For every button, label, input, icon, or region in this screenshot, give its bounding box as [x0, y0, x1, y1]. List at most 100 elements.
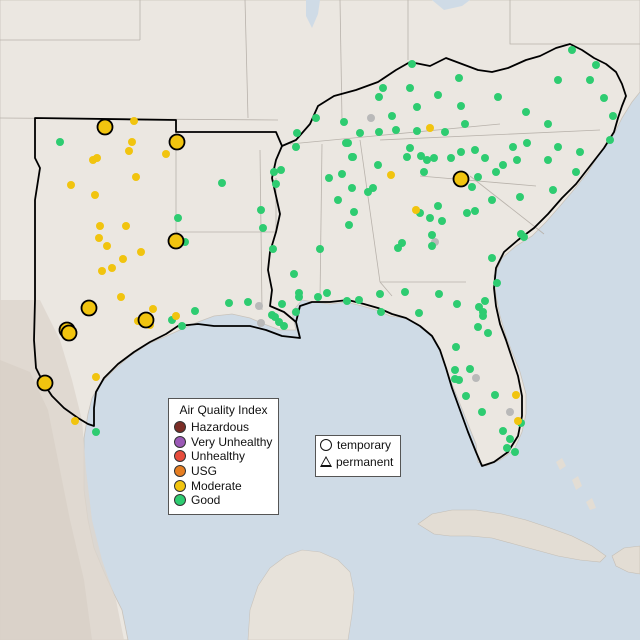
moderate-site-marker[interactable] — [387, 171, 395, 179]
good-site-marker[interactable] — [463, 209, 471, 217]
good-site-marker[interactable] — [406, 144, 414, 152]
good-site-marker[interactable] — [455, 74, 463, 82]
good-site-marker[interactable] — [271, 313, 279, 321]
good-site-marker[interactable] — [375, 128, 383, 136]
good-site-marker[interactable] — [554, 143, 562, 151]
good-site-marker[interactable] — [218, 179, 226, 187]
good-site-marker[interactable] — [488, 196, 496, 204]
good-site-marker[interactable] — [278, 300, 286, 308]
good-site-marker[interactable] — [398, 239, 406, 247]
good-site-marker[interactable] — [293, 129, 301, 137]
no-data-site-marker[interactable] — [367, 114, 375, 122]
moderate-site-marker[interactable] — [117, 293, 125, 301]
moderate-site-marker[interactable] — [512, 391, 520, 399]
good-site-marker[interactable] — [576, 148, 584, 156]
good-site-marker[interactable] — [388, 112, 396, 120]
good-site-marker[interactable] — [478, 408, 486, 416]
moderate-site-marker[interactable] — [108, 264, 116, 272]
moderate-site-marker[interactable] — [514, 417, 522, 425]
good-site-marker[interactable] — [522, 108, 530, 116]
good-site-marker[interactable] — [468, 183, 476, 191]
good-site-marker[interactable] — [592, 61, 600, 69]
moderate-site-marker[interactable] — [103, 242, 111, 250]
good-site-marker[interactable] — [511, 448, 519, 456]
good-site-marker[interactable] — [257, 206, 265, 214]
good-site-marker[interactable] — [191, 307, 199, 315]
good-site-marker[interactable] — [379, 84, 387, 92]
good-site-marker[interactable] — [348, 184, 356, 192]
good-site-marker[interactable] — [356, 129, 364, 137]
good-site-marker[interactable] — [259, 224, 267, 232]
good-site-marker[interactable] — [523, 139, 531, 147]
no-data-site-marker[interactable] — [255, 302, 263, 310]
good-site-marker[interactable] — [568, 46, 576, 54]
good-site-marker[interactable] — [438, 217, 446, 225]
good-site-marker[interactable] — [428, 231, 436, 239]
good-site-marker[interactable] — [244, 298, 252, 306]
moderate-site-marker[interactable] — [67, 181, 75, 189]
good-site-marker[interactable] — [270, 168, 278, 176]
good-site-marker[interactable] — [392, 126, 400, 134]
good-site-marker[interactable] — [457, 148, 465, 156]
good-site-marker[interactable] — [374, 161, 382, 169]
good-site-marker[interactable] — [484, 329, 492, 337]
good-site-marker[interactable] — [516, 193, 524, 201]
good-site-marker[interactable] — [364, 188, 372, 196]
good-site-marker[interactable] — [479, 312, 487, 320]
good-site-marker[interactable] — [494, 93, 502, 101]
good-site-marker[interactable] — [609, 112, 617, 120]
good-site-marker[interactable] — [92, 428, 100, 436]
good-site-marker[interactable] — [447, 154, 455, 162]
moderate-site-marker[interactable] — [172, 312, 180, 320]
good-site-marker[interactable] — [272, 180, 280, 188]
moderate-site-marker[interactable] — [412, 206, 420, 214]
good-site-marker[interactable] — [488, 254, 496, 262]
no-data-site-marker[interactable] — [257, 319, 265, 327]
good-site-marker[interactable] — [403, 153, 411, 161]
moderate-site-marker[interactable] — [119, 255, 127, 263]
good-site-marker[interactable] — [314, 293, 322, 301]
good-site-marker[interactable] — [426, 214, 434, 222]
good-site-marker[interactable] — [413, 127, 421, 135]
good-site-marker[interactable] — [572, 168, 580, 176]
good-site-marker[interactable] — [430, 154, 438, 162]
good-site-marker[interactable] — [225, 299, 233, 307]
good-site-marker[interactable] — [493, 279, 501, 287]
good-site-marker[interactable] — [461, 120, 469, 128]
good-site-marker[interactable] — [544, 156, 552, 164]
good-site-marker[interactable] — [401, 288, 409, 296]
good-site-marker[interactable] — [466, 365, 474, 373]
good-site-marker[interactable] — [325, 174, 333, 182]
good-site-marker[interactable] — [316, 245, 324, 253]
good-site-marker[interactable] — [471, 207, 479, 215]
good-site-marker[interactable] — [355, 296, 363, 304]
good-site-marker[interactable] — [549, 186, 557, 194]
good-site-marker[interactable] — [415, 309, 423, 317]
moderate-temporary-site-marker[interactable] — [80, 299, 98, 317]
moderate-temporary-site-marker[interactable] — [96, 118, 114, 136]
moderate-site-marker[interactable] — [132, 173, 140, 181]
moderate-site-marker[interactable] — [93, 154, 101, 162]
good-site-marker[interactable] — [292, 308, 300, 316]
moderate-site-marker[interactable] — [92, 373, 100, 381]
good-site-marker[interactable] — [544, 120, 552, 128]
moderate-site-marker[interactable] — [137, 248, 145, 256]
good-site-marker[interactable] — [178, 322, 186, 330]
good-site-marker[interactable] — [312, 114, 320, 122]
good-site-marker[interactable] — [503, 444, 511, 452]
good-site-marker[interactable] — [340, 118, 348, 126]
good-site-marker[interactable] — [420, 168, 428, 176]
moderate-temporary-site-marker[interactable] — [452, 170, 470, 188]
good-site-marker[interactable] — [606, 136, 614, 144]
good-site-marker[interactable] — [280, 322, 288, 330]
good-site-marker[interactable] — [453, 300, 461, 308]
good-site-marker[interactable] — [269, 245, 277, 253]
good-site-marker[interactable] — [334, 196, 342, 204]
good-site-marker[interactable] — [600, 94, 608, 102]
good-site-marker[interactable] — [349, 153, 357, 161]
no-data-site-marker[interactable] — [472, 374, 480, 382]
good-site-marker[interactable] — [375, 93, 383, 101]
good-site-marker[interactable] — [434, 202, 442, 210]
